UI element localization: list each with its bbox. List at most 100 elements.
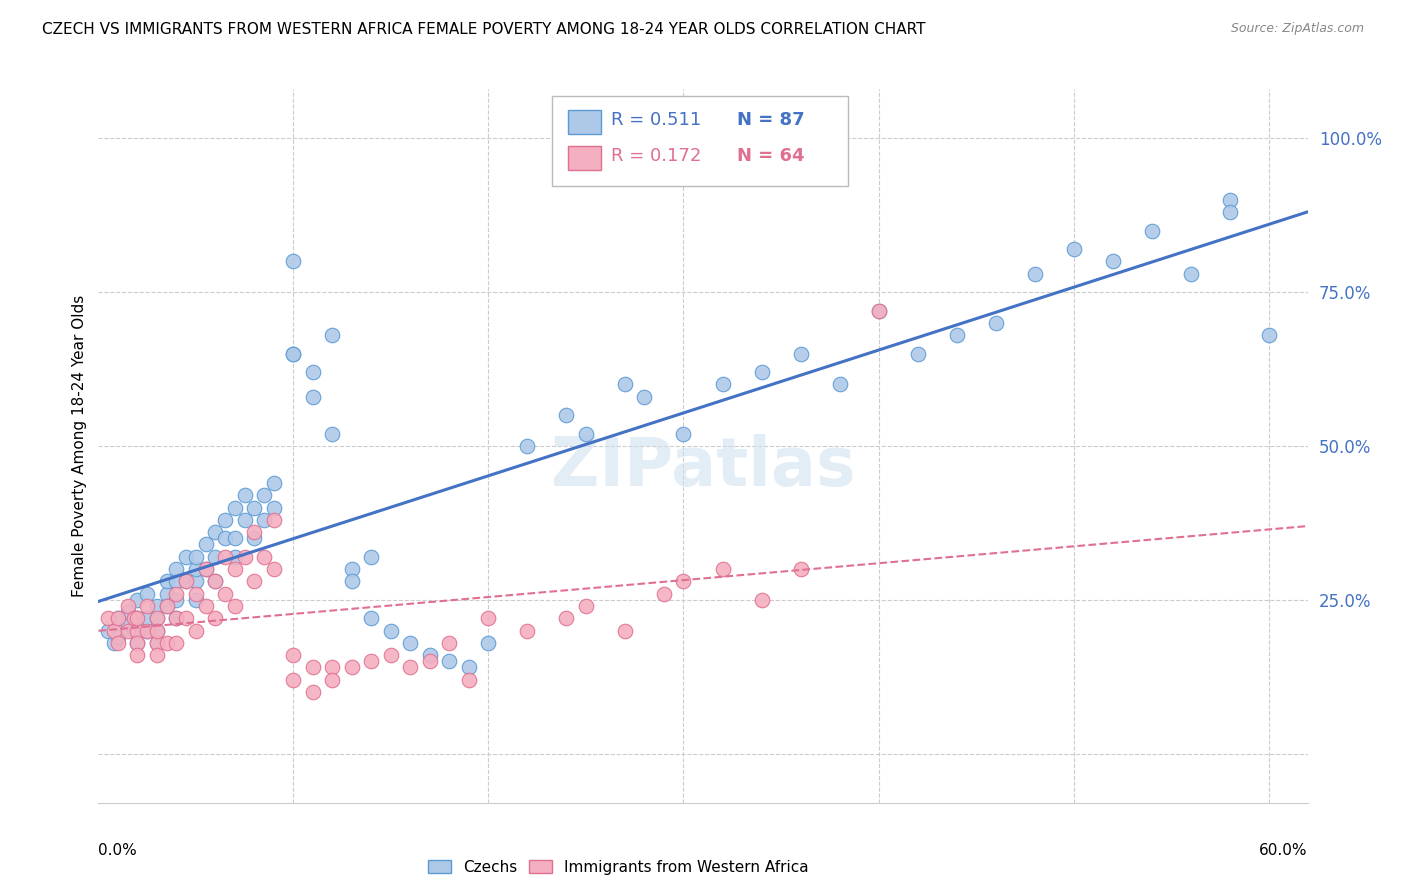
Point — [253, 549, 276, 564]
Text: R = 0.172: R = 0.172 — [612, 146, 702, 164]
Point — [117, 605, 139, 619]
Point — [165, 611, 187, 625]
Point — [117, 624, 139, 638]
Point — [107, 611, 129, 625]
Point — [263, 475, 285, 490]
Point — [263, 513, 285, 527]
Point — [204, 574, 226, 589]
Legend: Czechs, Immigrants from Western Africa: Czechs, Immigrants from Western Africa — [422, 854, 815, 880]
Point — [214, 531, 236, 545]
Point — [672, 426, 695, 441]
Point — [652, 587, 675, 601]
Point — [127, 611, 149, 625]
Point — [1219, 205, 1241, 219]
Point — [165, 636, 187, 650]
Point — [321, 673, 343, 687]
Point — [107, 611, 129, 625]
Point — [122, 624, 145, 638]
Point — [399, 660, 422, 674]
Point — [184, 592, 207, 607]
Point — [224, 500, 246, 515]
Point — [146, 636, 169, 650]
Point — [243, 525, 266, 540]
Point — [117, 599, 139, 613]
Point — [360, 549, 382, 564]
Point — [380, 648, 402, 662]
Point — [165, 587, 187, 601]
Point — [165, 611, 187, 625]
Point — [419, 654, 441, 668]
Point — [263, 500, 285, 515]
Point — [828, 377, 851, 392]
Point — [214, 549, 236, 564]
Point — [321, 660, 343, 674]
Point — [127, 611, 149, 625]
Point — [136, 611, 159, 625]
Point — [156, 599, 179, 613]
Point — [321, 328, 343, 343]
Point — [340, 562, 363, 576]
Point — [165, 562, 187, 576]
Point — [136, 587, 159, 601]
Point — [1180, 267, 1202, 281]
Point — [380, 624, 402, 638]
Point — [1140, 224, 1163, 238]
Point — [184, 624, 207, 638]
Point — [575, 426, 598, 441]
Point — [117, 617, 139, 632]
Point — [156, 587, 179, 601]
Point — [399, 636, 422, 650]
Point — [184, 549, 207, 564]
Point — [127, 636, 149, 650]
Point — [107, 630, 129, 644]
Text: CZECH VS IMMIGRANTS FROM WESTERN AFRICA FEMALE POVERTY AMONG 18-24 YEAR OLDS COR: CZECH VS IMMIGRANTS FROM WESTERN AFRICA … — [42, 22, 925, 37]
Point — [614, 377, 637, 392]
Point — [283, 347, 305, 361]
Point — [97, 624, 120, 638]
Point — [283, 673, 305, 687]
Point — [633, 390, 655, 404]
Point — [127, 636, 149, 650]
Point — [302, 685, 325, 699]
Point — [672, 574, 695, 589]
Point — [439, 636, 461, 650]
FancyBboxPatch shape — [551, 96, 848, 186]
Point — [302, 390, 325, 404]
Point — [360, 611, 382, 625]
Point — [868, 303, 890, 318]
Point — [97, 611, 120, 625]
Point — [224, 531, 246, 545]
Point — [122, 611, 145, 625]
Point — [751, 592, 773, 607]
Point — [204, 574, 226, 589]
Point — [233, 488, 256, 502]
Point — [458, 660, 481, 674]
Text: ZIPatlas: ZIPatlas — [551, 434, 855, 500]
Point — [194, 562, 217, 576]
Point — [194, 562, 217, 576]
Point — [516, 439, 538, 453]
Point — [156, 636, 179, 650]
Point — [253, 488, 276, 502]
Point — [243, 500, 266, 515]
Point — [204, 525, 226, 540]
Point — [477, 611, 499, 625]
Point — [340, 660, 363, 674]
Point — [283, 347, 305, 361]
Point — [103, 624, 125, 638]
Point — [751, 365, 773, 379]
Text: 60.0%: 60.0% — [1260, 843, 1308, 858]
Point — [194, 537, 217, 551]
Point — [945, 328, 967, 343]
Point — [302, 660, 325, 674]
Point — [516, 624, 538, 638]
Point — [184, 562, 207, 576]
Point — [243, 531, 266, 545]
Point — [555, 611, 578, 625]
Point — [136, 624, 159, 638]
Point — [1257, 328, 1279, 343]
Point — [789, 347, 811, 361]
Point — [156, 599, 179, 613]
Point — [243, 574, 266, 589]
Point — [1024, 267, 1046, 281]
